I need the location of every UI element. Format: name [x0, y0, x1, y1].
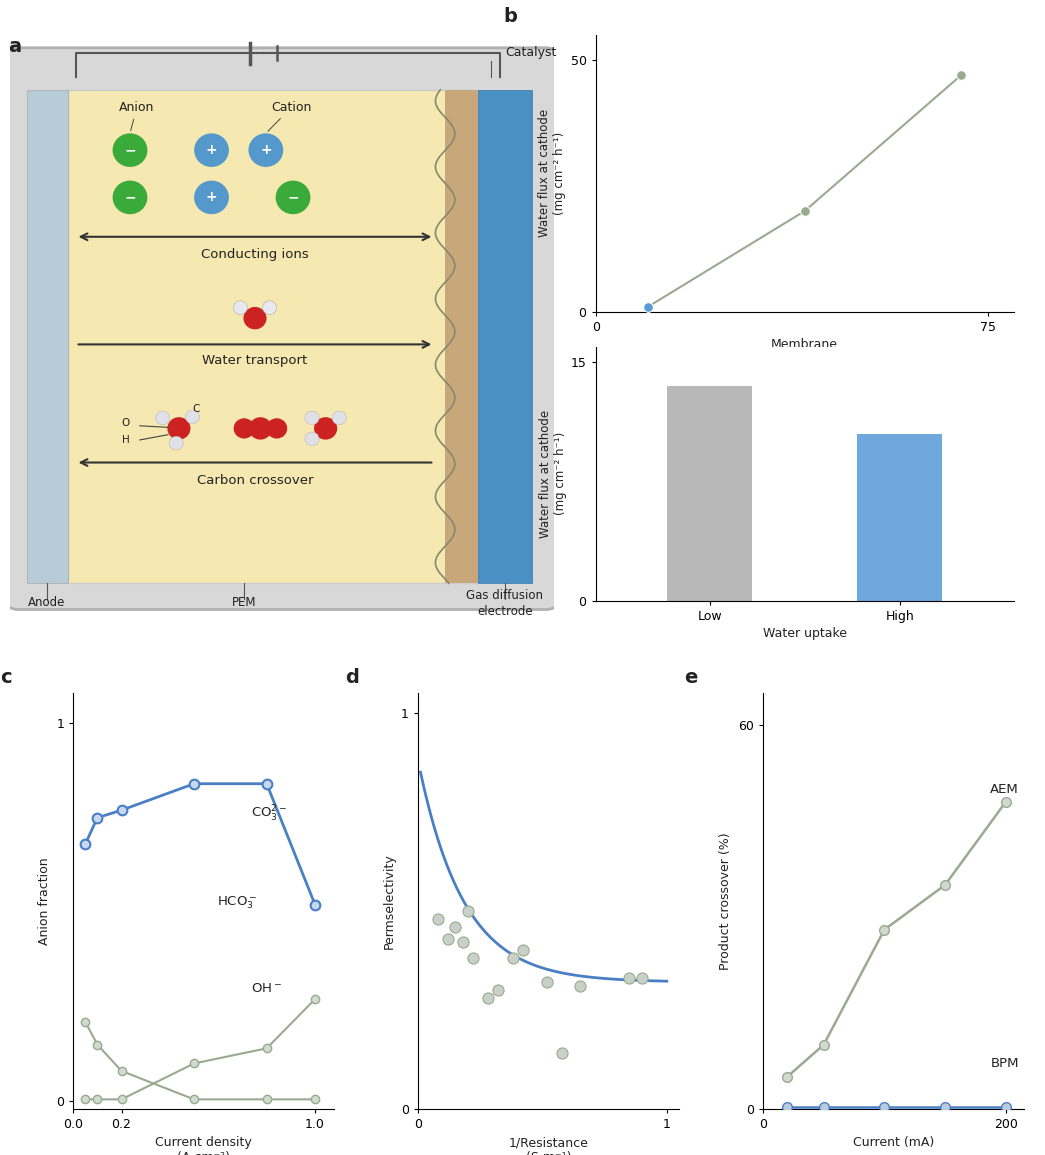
Circle shape: [245, 307, 265, 329]
X-axis label: 1/Resistance
(S m⁻¹): 1/Resistance (S m⁻¹): [509, 1137, 588, 1155]
Text: d: d: [345, 668, 358, 687]
Circle shape: [194, 180, 229, 214]
Text: −: −: [124, 191, 136, 204]
Bar: [445, 90, 478, 583]
Bar: [27, 90, 68, 583]
Circle shape: [262, 300, 277, 314]
Y-axis label: Water flux at cathode
(mg cm⁻² h⁻¹): Water flux at cathode (mg cm⁻² h⁻¹): [538, 110, 566, 237]
X-axis label: Membrane
thickness (μm): Membrane thickness (μm): [759, 338, 851, 366]
Bar: [68, 90, 478, 583]
Circle shape: [332, 411, 346, 425]
Text: Gas diffusion
electrode: Gas diffusion electrode: [466, 589, 543, 618]
Text: +: +: [206, 191, 217, 204]
Text: Water transport: Water transport: [203, 355, 307, 367]
Circle shape: [156, 411, 169, 425]
Y-axis label: Anion fraction: Anion fraction: [38, 857, 50, 945]
Y-axis label: Water flux at cathode
(mg cm⁻² h⁻¹): Water flux at cathode (mg cm⁻² h⁻¹): [538, 410, 566, 537]
Bar: [478, 90, 532, 583]
Text: Conducting ions: Conducting ions: [201, 248, 309, 261]
Bar: [667, 386, 752, 601]
Text: AEM: AEM: [990, 783, 1019, 796]
Circle shape: [315, 418, 336, 439]
Y-axis label: Permselectivity: Permselectivity: [382, 854, 395, 948]
FancyBboxPatch shape: [5, 47, 559, 610]
Text: −: −: [124, 143, 136, 157]
X-axis label: Current density
(A cm⁻²): Current density (A cm⁻²): [156, 1137, 252, 1155]
Text: HCO$_3^-$: HCO$_3^-$: [217, 894, 257, 910]
Circle shape: [276, 180, 310, 214]
Circle shape: [185, 410, 200, 424]
Circle shape: [194, 133, 229, 167]
Text: −: −: [287, 191, 299, 204]
Circle shape: [305, 432, 319, 446]
Circle shape: [266, 419, 286, 438]
Text: c: c: [0, 668, 11, 687]
Text: e: e: [684, 668, 698, 687]
Text: Catalyst: Catalyst: [505, 46, 556, 59]
Circle shape: [113, 180, 147, 214]
Text: C: C: [192, 403, 200, 413]
X-axis label: Current (mA): Current (mA): [853, 1137, 934, 1149]
Text: +: +: [260, 143, 272, 157]
Circle shape: [234, 419, 254, 438]
Circle shape: [250, 418, 272, 439]
Text: Anode: Anode: [28, 596, 66, 609]
Text: OH$^-$: OH$^-$: [251, 983, 282, 996]
Circle shape: [249, 133, 283, 167]
X-axis label: Water uptake: Water uptake: [763, 627, 846, 640]
Text: BPM: BPM: [991, 1057, 1019, 1071]
Circle shape: [113, 133, 147, 167]
Text: b: b: [504, 7, 517, 25]
Circle shape: [168, 418, 190, 439]
Y-axis label: Product crossover (%): Product crossover (%): [719, 832, 733, 970]
Circle shape: [305, 411, 319, 425]
Text: CO$_3^{2-}$: CO$_3^{2-}$: [251, 804, 287, 824]
Text: O: O: [122, 418, 130, 427]
Text: +: +: [206, 143, 217, 157]
Bar: [857, 434, 943, 601]
Text: a: a: [7, 37, 21, 57]
Circle shape: [169, 437, 183, 450]
Text: Carbon crossover: Carbon crossover: [196, 474, 314, 486]
Text: Anion: Anion: [119, 100, 155, 131]
Text: PEM: PEM: [232, 596, 256, 609]
Circle shape: [233, 300, 248, 314]
Text: H: H: [122, 435, 130, 445]
Text: Cation: Cation: [268, 100, 311, 132]
